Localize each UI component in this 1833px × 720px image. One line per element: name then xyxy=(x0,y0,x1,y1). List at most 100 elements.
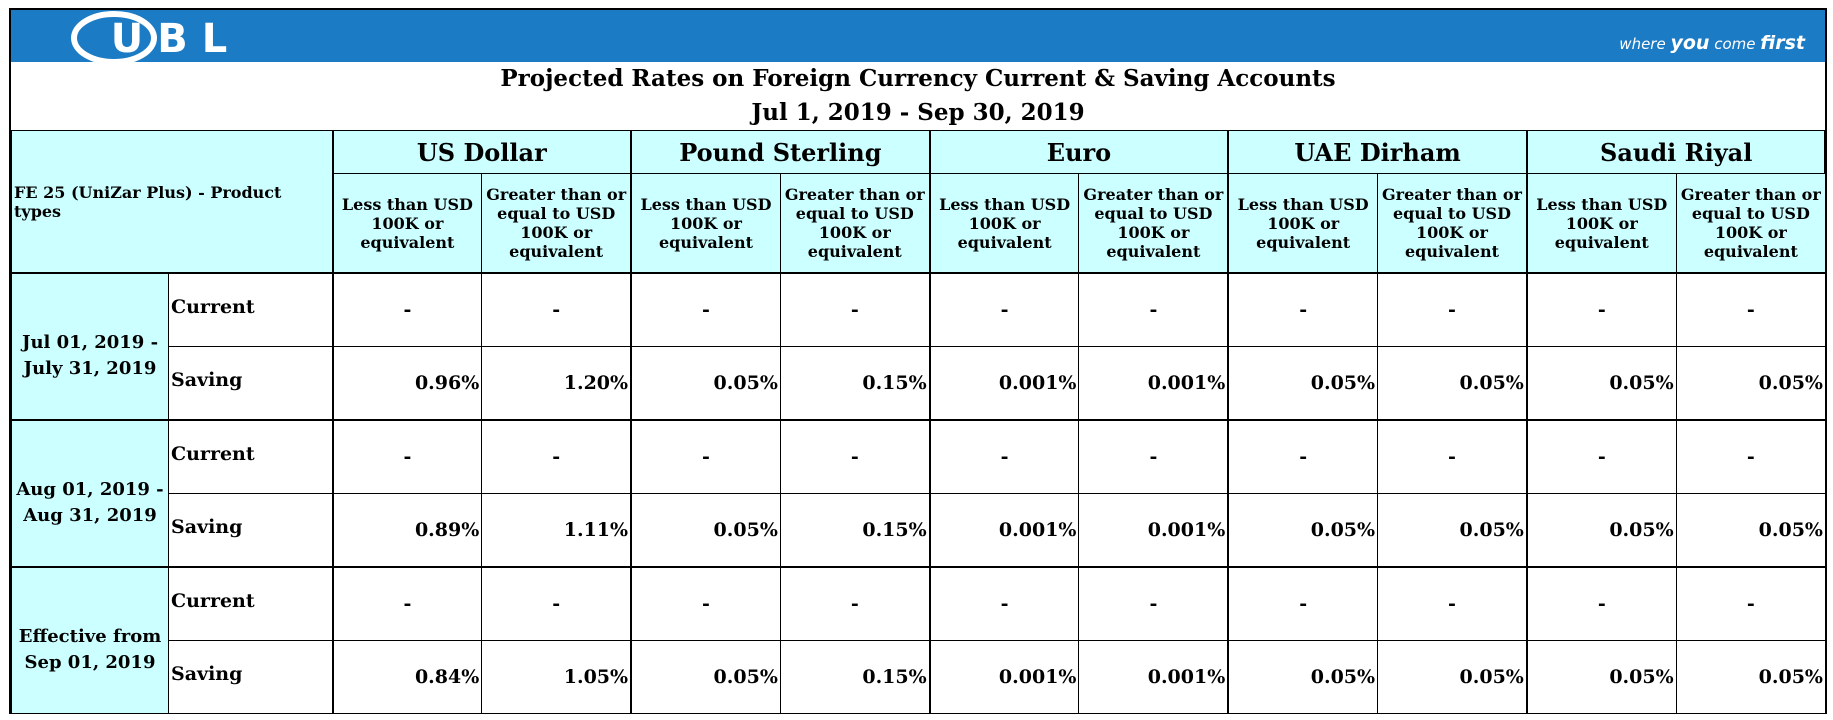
subheader: Less than USD 100K or equivalent xyxy=(1525,173,1677,274)
subheader: Greater than or equal to USD 100K or equ… xyxy=(481,173,632,274)
subheader: Greater than or equal to USD 100K or equ… xyxy=(1377,173,1528,274)
tagline-word: where xyxy=(1619,35,1666,53)
rate-cell: 0.89% xyxy=(331,493,483,568)
rate-cell: - xyxy=(1078,419,1229,494)
rate-cell: - xyxy=(1675,419,1826,494)
rate-cell: 0.001% xyxy=(1078,493,1229,568)
corner-cell: FE 25 (UniZar Plus) - Product types xyxy=(11,130,333,274)
rate-cell: 0.001% xyxy=(1078,346,1229,421)
data-row: Saving 0.96% 1.20% 0.05% 0.15% 0.001% 0.001% 0.… xyxy=(12,346,1826,421)
rate-cell: 0.05% xyxy=(1227,346,1379,421)
rate-cell: - xyxy=(779,566,931,641)
rate-cell: - xyxy=(481,272,632,347)
subheader: Greater than or equal to USD 100K or equ… xyxy=(1675,173,1826,274)
rate-cell: - xyxy=(1227,272,1379,347)
rate-cell: 0.05% xyxy=(1227,493,1379,568)
rate-cell: - xyxy=(1227,566,1379,641)
subheader: Less than USD 100K or equivalent xyxy=(1227,173,1379,274)
rate-cell: - xyxy=(630,566,781,641)
rate-cell: 0.001% xyxy=(928,493,1080,568)
header-band: UBL where you come first xyxy=(11,10,1825,65)
rate-cell: 0.05% xyxy=(1227,640,1379,714)
subheader: Less than USD 100K or equivalent xyxy=(928,173,1080,274)
subheader: Greater than or equal to USD 100K or equ… xyxy=(779,173,931,274)
rate-cell: 0.15% xyxy=(779,346,931,421)
rate-cell: - xyxy=(779,272,931,347)
rate-cell: 0.15% xyxy=(779,640,931,714)
rate-cell: 0.05% xyxy=(630,346,781,421)
rate-cell: 0.001% xyxy=(1078,640,1229,714)
rate-cell: - xyxy=(928,419,1080,494)
rate-cell: 1.20% xyxy=(481,346,632,421)
currency-header: Euro xyxy=(928,130,1230,174)
rate-cell: 0.05% xyxy=(1525,346,1677,421)
header-row: FE 25 (UniZar Plus) - Product types US Do… xyxy=(11,130,1827,274)
subheader: Less than USD 100K or equivalent xyxy=(630,173,781,274)
frame: UBL where you come first Projected Rates… xyxy=(9,8,1827,714)
tagline: where you come first xyxy=(1619,32,1805,54)
rate-cell: - xyxy=(1377,272,1528,347)
currency-header: UAE Dirham xyxy=(1227,130,1528,174)
rate-cell: 0.05% xyxy=(630,493,781,568)
rate-cell: 0.84% xyxy=(331,640,483,714)
subheader-row: Less than USD 100K or equivalent Greater … xyxy=(12,173,1826,274)
rate-cell: 0.05% xyxy=(1377,493,1528,568)
logo-ring xyxy=(71,11,157,65)
rate-cell: 0.05% xyxy=(1675,493,1826,568)
data-row: Saving 0.89% 1.11% 0.05% 0.15% 0.001% 0.001% 0.… xyxy=(12,493,1826,568)
rate-cell: - xyxy=(481,419,632,494)
account-type: Current xyxy=(168,566,333,641)
data-row: Saving 0.84% 1.05% 0.05% 0.15% 0.001% 0.001% 0.… xyxy=(12,640,1826,714)
rate-cell: 0.001% xyxy=(928,346,1080,421)
rate-cell: - xyxy=(1377,566,1528,641)
rate-cell: - xyxy=(1525,566,1677,641)
rate-cell: - xyxy=(630,419,781,494)
period-label: Jul 01, 2019 - July 31, 2019 xyxy=(11,272,169,421)
rate-cell: - xyxy=(1078,272,1229,347)
account-type: Current xyxy=(168,272,333,347)
rate-cell: - xyxy=(1525,272,1677,347)
rate-cell: 1.11% xyxy=(481,493,632,568)
logo: UBL xyxy=(71,11,227,65)
rate-cell: 0.05% xyxy=(1377,346,1528,421)
rate-cell: 0.05% xyxy=(1525,493,1677,568)
tagline-word: you xyxy=(1670,32,1710,54)
rate-cell: 0.001% xyxy=(928,640,1080,714)
title: Projected Rates on Foreign Currency Curr… xyxy=(500,65,1336,92)
subheader: Less than USD 100K or equivalent xyxy=(331,173,483,274)
rate-cell: 0.96% xyxy=(331,346,483,421)
tagline-word: come xyxy=(1714,35,1756,53)
currency-header: Saudi Riyal xyxy=(1525,130,1827,174)
rate-cell: - xyxy=(630,272,781,347)
data-row: Jul 01, 2019 - July 31, 2019 Current - - - - -… xyxy=(11,272,1826,421)
account-type: Current xyxy=(168,419,333,494)
rate-cell: - xyxy=(331,419,483,494)
data-row: Effective from Sep 01, 2019 Current - - - - - -… xyxy=(11,566,1826,714)
rate-cell: 0.05% xyxy=(1675,346,1826,421)
rate-cell: 0.05% xyxy=(1377,640,1528,714)
subtitle: Jul 1, 2019 - Sep 30, 2019 xyxy=(751,99,1085,126)
rate-cell: 1.05% xyxy=(481,640,632,714)
tagline-word: first xyxy=(1760,32,1805,54)
rate-cell: - xyxy=(1525,419,1677,494)
rates-table: FE 25 (UniZar Plus) - Product types US Do… xyxy=(11,130,1827,714)
rate-cell: - xyxy=(1675,566,1826,641)
rate-cell: - xyxy=(928,272,1080,347)
period-label: Effective from Sep 01, 2019 xyxy=(11,566,169,714)
rate-cell: 0.05% xyxy=(1525,640,1677,714)
rate-cell: 0.15% xyxy=(779,493,931,568)
rate-cell: - xyxy=(331,272,483,347)
rate-cell: - xyxy=(928,566,1080,641)
currency-header: US Dollar xyxy=(331,130,633,174)
period-label: Aug 01, 2019 - Aug 31, 2019 xyxy=(11,419,169,568)
rate-cell: - xyxy=(1227,419,1379,494)
rate-cell: - xyxy=(331,566,483,641)
account-type: Saving xyxy=(168,493,333,568)
rate-cell: - xyxy=(1675,272,1826,347)
rate-cell: - xyxy=(481,566,632,641)
account-type: Saving xyxy=(168,640,333,714)
rate-cell: 0.05% xyxy=(1675,640,1826,714)
currency-header: Pound Sterling xyxy=(630,130,931,174)
account-type: Saving xyxy=(168,346,333,421)
